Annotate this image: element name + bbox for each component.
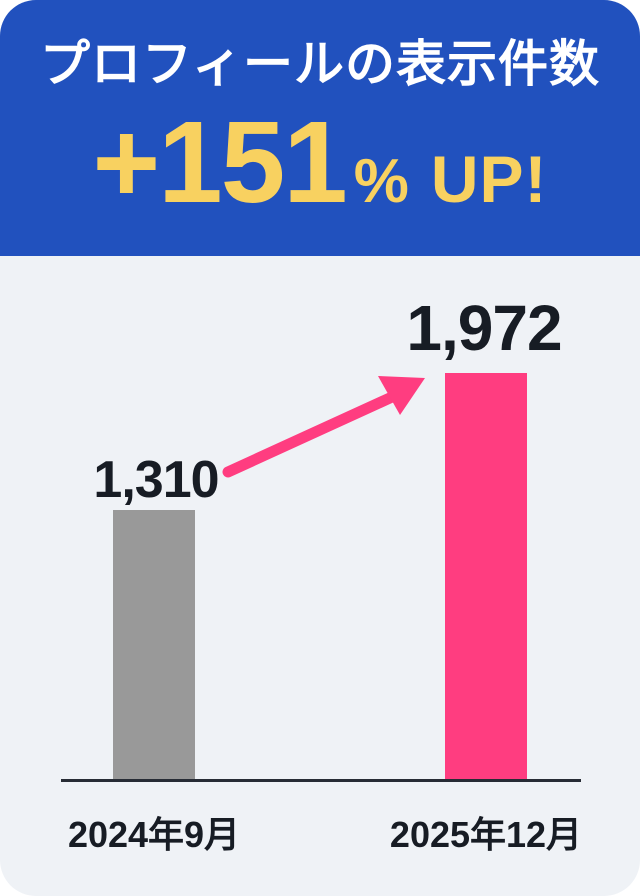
header-banner: プロフィールの表示件数 +151 % UP!: [0, 0, 640, 256]
value-label-2025: 1,972: [406, 292, 562, 364]
uplift-stat: +151 % UP!: [92, 104, 547, 220]
value-label-2024: 1,310: [93, 451, 219, 509]
uplift-suffix: UP!: [430, 141, 548, 216]
bar-2025-12: [445, 373, 527, 781]
uplift-value: +151: [92, 96, 347, 227]
bar-chart: 1,310 1,972 2024年9月 2025年12月: [0, 256, 640, 896]
page-title: プロフィールの表示件数: [40, 36, 600, 93]
category-label-2024: 2024年9月: [67, 814, 241, 855]
percent-sign: %: [353, 146, 409, 216]
bar-2024-09: [113, 510, 195, 781]
category-label-2025: 2025年12月: [389, 814, 583, 855]
x-axis-line: [61, 779, 581, 782]
